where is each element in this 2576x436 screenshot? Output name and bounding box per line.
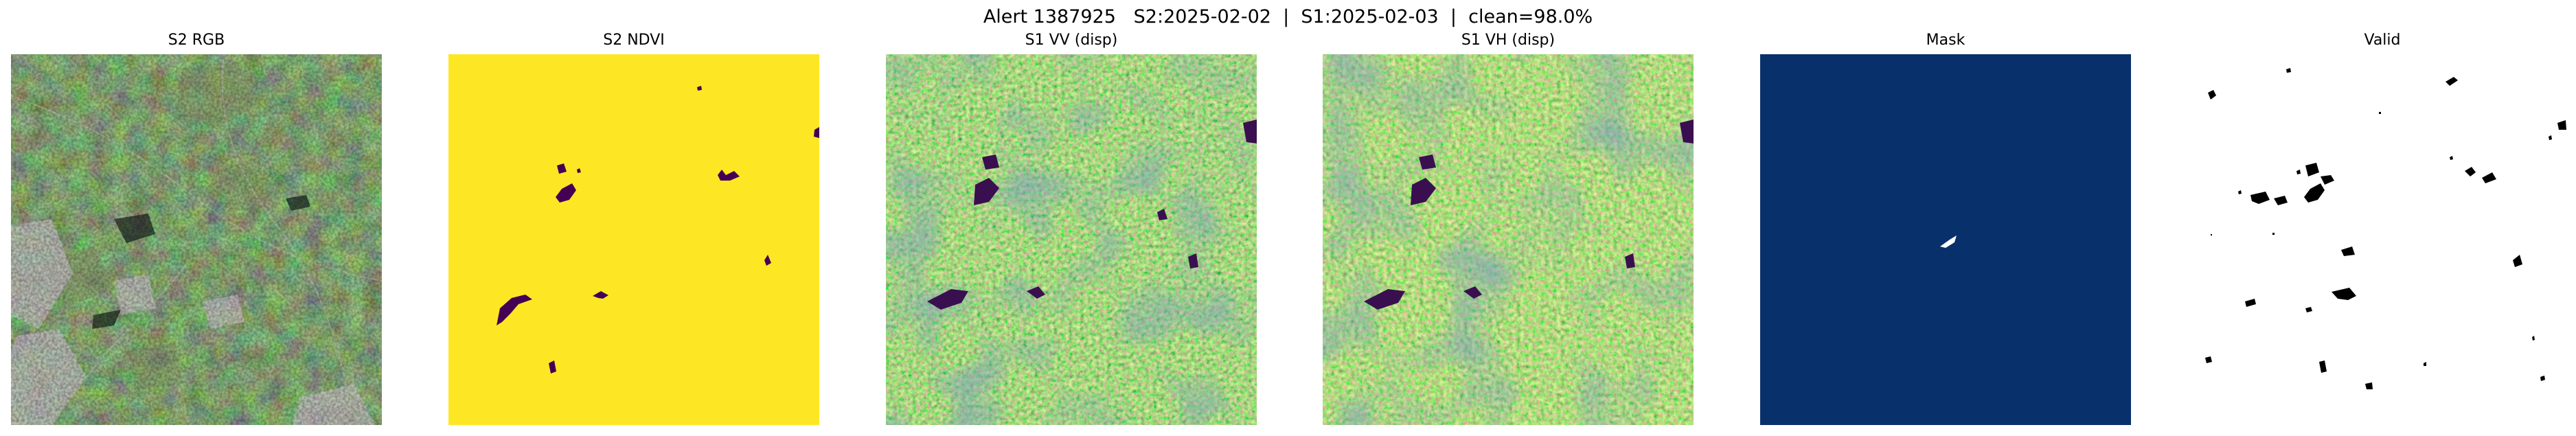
vh-dark-features <box>1364 119 1694 310</box>
panel-s2-rgb: S2 RGB <box>11 31 382 425</box>
ndvi-low-features <box>497 86 819 374</box>
figure-title: Alert 1387925 S2:2025-02-02 | S1:2025-02… <box>983 6 1593 27</box>
vv-texture <box>886 54 1257 425</box>
rgb-grain <box>11 54 382 425</box>
panel-title-s1-vh: S1 VH (disp) <box>1461 32 1555 49</box>
valid-background <box>2197 54 2568 425</box>
panel-s2-ndvi: S2 NDVI <box>448 31 819 425</box>
panel-mask: Mask <box>1760 31 2131 425</box>
mask-alert-polygon <box>1940 236 1957 248</box>
panel-title-s2-ndvi: S2 NDVI <box>603 32 665 49</box>
panel-title-mask: Mask <box>1926 32 1965 49</box>
s2-rgb-image <box>11 54 382 425</box>
s1-vh-image <box>1323 54 1694 425</box>
vv-dark-features <box>927 119 1257 310</box>
panel-title-s2-rgb: S2 RGB <box>168 32 225 49</box>
panel-valid: Valid <box>2197 31 2568 425</box>
valid-image <box>2197 54 2568 425</box>
panel-title-valid: Valid <box>2364 32 2401 49</box>
vh-texture <box>1323 54 1694 425</box>
panel-s1-vv: S1 VV (disp) <box>886 31 1257 425</box>
panel-title-s1-vv: S1 VV (disp) <box>1025 32 1118 49</box>
panel-s1-vh: S1 VH (disp) <box>1323 31 1694 425</box>
mask-background <box>1760 54 2131 425</box>
ndvi-background <box>448 54 819 425</box>
mask-image <box>1760 54 2131 425</box>
s2-ndvi-image <box>448 54 819 425</box>
s1-vv-image <box>886 54 1257 425</box>
valid-invalid-pixels <box>2205 68 2566 389</box>
